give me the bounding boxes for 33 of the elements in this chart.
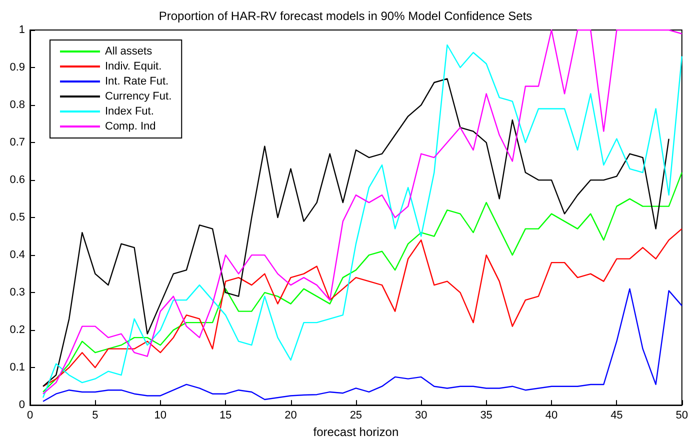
x-tick-label: 5	[92, 410, 98, 422]
y-tick-label: 1	[18, 24, 25, 36]
x-tick-label: 10	[154, 410, 166, 422]
legend-label: All assets	[105, 46, 153, 58]
y-tick-label: 0.9	[10, 62, 25, 74]
x-tick-label: 35	[480, 410, 492, 422]
legend-label: Currency Fut.	[105, 90, 172, 102]
x-tick-label: 25	[350, 410, 362, 422]
y-tick-label: 0	[18, 399, 25, 412]
y-tick-label: 0.7	[10, 136, 25, 149]
legend-label: Index Fut.	[105, 106, 154, 118]
x-axis-title: forecast horizon	[313, 425, 399, 439]
legend-label: Indiv. Equit.	[105, 60, 162, 72]
y-tick-label: 0.3	[10, 286, 25, 299]
line-series	[42, 288, 682, 402]
chart-title: Proportion of HAR-RV forecast models in 90% Model Confidence Sets	[158, 9, 532, 23]
x-tick-label: 45	[610, 410, 623, 422]
legend-label: Int. Rate Fut.	[105, 76, 169, 88]
y-tick-label: 0.1	[10, 362, 25, 374]
x-tick-label: 0	[26, 410, 34, 422]
x-tick-label: 40	[545, 410, 558, 422]
y-tick-label: 0.2	[10, 324, 25, 336]
y-tick-label: 0.4	[10, 249, 25, 262]
y-tick-label: 0.6	[10, 174, 25, 186]
x-tick-label: 20	[284, 410, 297, 422]
x-tick-label: 50	[676, 410, 688, 422]
x-tick-label: 15	[219, 410, 232, 422]
line-series	[42, 228, 682, 387]
legend-label: Comp. Ind	[105, 120, 156, 132]
y-tick-label: 0.8	[10, 99, 25, 112]
x-tick-label: 30	[415, 410, 428, 422]
line-series	[42, 172, 682, 393]
y-tick-label: 0.5	[10, 212, 25, 224]
